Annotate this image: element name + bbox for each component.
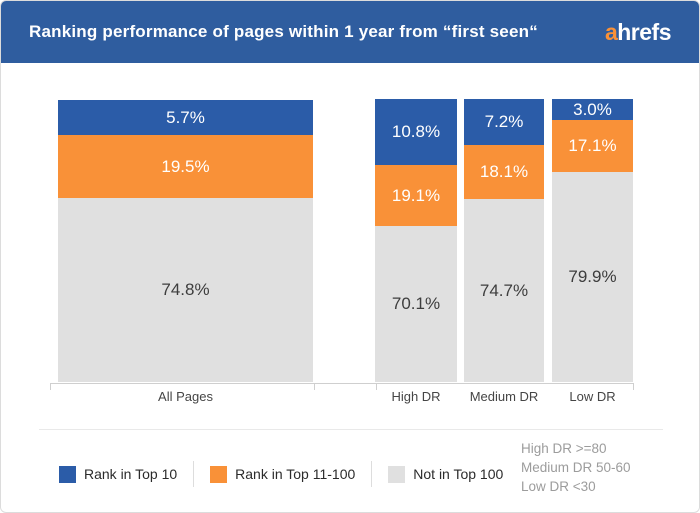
stacked-bar-medium-dr: 7.2% 18.1% 74.7% bbox=[464, 99, 544, 382]
stacked-bar-all-pages: 5.7% 19.5% 74.8% bbox=[58, 100, 313, 382]
category-label-high-dr: High DR bbox=[391, 389, 441, 404]
category-label-low-dr: Low DR bbox=[569, 389, 616, 404]
segment-top10: 5.7% bbox=[58, 100, 313, 135]
legend-item-top11-100: Rank in Top 11-100 bbox=[210, 465, 356, 483]
segment-value-label: 70.1% bbox=[391, 294, 441, 313]
stacked-bar-high-dr: 10.8% 19.1% 70.1% bbox=[375, 99, 457, 382]
legend-label-top10: Rank in Top 10 bbox=[84, 466, 178, 482]
segment-top11-100: 17.1% bbox=[552, 120, 633, 172]
dr-definition-medium: Medium DR 50-60 bbox=[521, 460, 631, 475]
chart-title: Ranking performance of pages within 1 ye… bbox=[29, 22, 538, 41]
segment-top11-100: 19.1% bbox=[375, 165, 457, 226]
segment-value-label: 7.2% bbox=[484, 112, 524, 131]
legend-swatch-top10 bbox=[59, 465, 76, 483]
segment-value-label: 19.5% bbox=[161, 156, 210, 176]
segment-value-label: 79.9% bbox=[568, 267, 617, 286]
ahrefs-logo-rest: hrefs bbox=[617, 18, 671, 45]
legend-separator bbox=[193, 461, 195, 487]
legend-divider bbox=[39, 429, 663, 430]
segment-value-label: 5.7% bbox=[166, 107, 205, 127]
segment-value-label: 18.1% bbox=[479, 162, 529, 181]
category-label-medium-dr: Medium DR bbox=[469, 389, 539, 404]
legend-swatch-top11-100 bbox=[210, 465, 228, 483]
segment-top10: 10.8% bbox=[375, 99, 457, 165]
axis-tick bbox=[633, 383, 634, 390]
segment-not-top100: 79.9% bbox=[552, 172, 633, 382]
segment-value-label: 74.7% bbox=[479, 280, 529, 300]
ahrefs-logo-accent: a bbox=[604, 18, 618, 45]
axis-tick bbox=[50, 383, 51, 390]
segment-not-top100: 74.7% bbox=[464, 199, 544, 382]
legend-label-not-top100: Not in Top 100 bbox=[413, 466, 504, 482]
axis-tick bbox=[376, 383, 377, 390]
segment-value-label: 3.0% bbox=[573, 99, 612, 119]
segment-top11-100: 19.5% bbox=[58, 135, 313, 198]
segment-top10: 3.0% bbox=[552, 99, 633, 120]
legend: Rank in Top 10 Rank in Top 11-100 Not in… bbox=[59, 461, 503, 487]
legend-label-top11-100: Rank in Top 11-100 bbox=[235, 466, 356, 482]
dr-definition-high: High DR >=80 bbox=[521, 441, 607, 456]
segment-value-label: 17.1% bbox=[568, 136, 617, 155]
segment-value-label: 74.8% bbox=[161, 280, 210, 299]
dr-definitions: High DR >=80 Medium DR 50-60 Low DR <30 bbox=[521, 439, 631, 496]
ahrefs-logo: ahrefs bbox=[604, 18, 672, 45]
segment-top10: 7.2% bbox=[464, 99, 544, 145]
dr-definition-low: Low DR <30 bbox=[521, 479, 596, 494]
axis-tick bbox=[314, 383, 315, 390]
category-label-all-pages: All Pages bbox=[158, 389, 213, 404]
segment-not-top100: 74.8% bbox=[58, 198, 313, 382]
chart-area: 5.7% 19.5% 74.8% All Pages 10.8% 19.1% 70.1% Hi… bbox=[1, 63, 699, 512]
stacked-bar-low-dr: 3.0% 17.1% 79.9% bbox=[552, 99, 633, 382]
chart-header: Ranking performance of pages within 1 ye… bbox=[1, 1, 699, 63]
x-axis-line bbox=[50, 383, 633, 384]
segment-top11-100: 18.1% bbox=[464, 145, 544, 199]
legend-separator bbox=[371, 461, 373, 487]
segment-value-label: 19.1% bbox=[391, 185, 441, 205]
segment-value-label: 10.8% bbox=[391, 122, 441, 141]
segment-not-top100: 70.1% bbox=[375, 226, 457, 382]
legend-swatch-not-top100 bbox=[388, 465, 406, 483]
legend-item-not-top100: Not in Top 100 bbox=[388, 465, 504, 483]
legend-item-top10: Rank in Top 10 bbox=[59, 465, 178, 483]
